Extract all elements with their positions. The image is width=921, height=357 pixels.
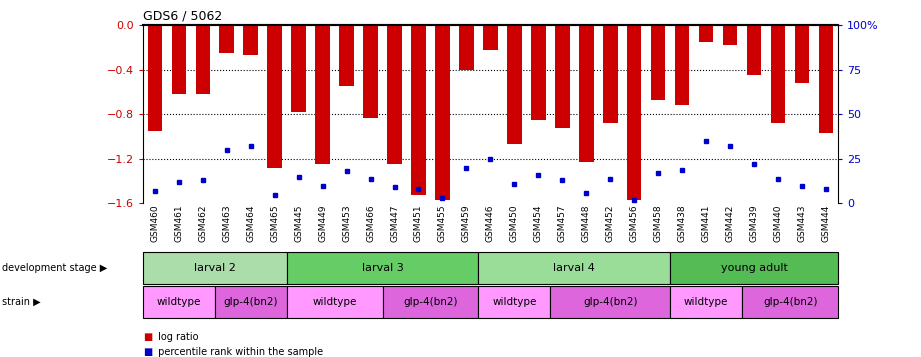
Text: GSM455: GSM455	[438, 205, 447, 242]
Text: glp-4(bn2): glp-4(bn2)	[583, 297, 637, 307]
Bar	[147, 25, 162, 131]
Bar	[478, 286, 551, 318]
Bar	[651, 25, 666, 100]
Bar	[215, 286, 286, 318]
Text: GSM443: GSM443	[798, 205, 807, 242]
Bar	[315, 25, 330, 165]
Bar	[412, 25, 426, 195]
Text: larval 3: larval 3	[362, 263, 403, 273]
Bar	[819, 25, 834, 133]
Bar	[484, 25, 497, 50]
Bar	[291, 25, 306, 112]
Bar	[286, 286, 382, 318]
Bar	[507, 25, 521, 144]
Bar	[771, 25, 786, 123]
Bar	[171, 25, 186, 94]
Bar	[460, 25, 473, 70]
Text: GSM445: GSM445	[294, 205, 303, 242]
Text: GSM452: GSM452	[606, 205, 615, 242]
Bar	[436, 25, 449, 200]
Text: GSM450: GSM450	[510, 205, 519, 242]
Text: GDS6 / 5062: GDS6 / 5062	[143, 9, 222, 22]
Bar	[243, 25, 258, 55]
Bar	[603, 25, 617, 123]
Text: GSM444: GSM444	[822, 205, 831, 242]
Bar	[670, 286, 742, 318]
Text: GSM446: GSM446	[486, 205, 495, 242]
Bar	[670, 252, 838, 284]
Text: GSM438: GSM438	[678, 205, 687, 242]
Bar	[742, 286, 838, 318]
Text: glp-4(bn2): glp-4(bn2)	[763, 297, 818, 307]
Bar	[364, 25, 378, 117]
Text: larval 4: larval 4	[554, 263, 595, 273]
Text: wildtype: wildtype	[157, 297, 201, 307]
Text: wildtype: wildtype	[492, 297, 537, 307]
Text: GSM453: GSM453	[342, 205, 351, 242]
Bar	[478, 252, 670, 284]
Text: glp-4(bn2): glp-4(bn2)	[403, 297, 458, 307]
Bar	[143, 252, 286, 284]
Text: strain ▶: strain ▶	[2, 297, 41, 307]
Bar	[795, 25, 810, 83]
Text: GSM466: GSM466	[366, 205, 375, 242]
Text: glp-4(bn2): glp-4(bn2)	[224, 297, 278, 307]
Text: GSM448: GSM448	[582, 205, 591, 242]
Text: GSM449: GSM449	[318, 205, 327, 242]
Text: GSM463: GSM463	[222, 205, 231, 242]
Text: GSM456: GSM456	[630, 205, 639, 242]
Text: GSM458: GSM458	[654, 205, 663, 242]
Text: GSM440: GSM440	[774, 205, 783, 242]
Bar	[219, 25, 234, 53]
Bar	[555, 25, 569, 128]
Text: development stage ▶: development stage ▶	[2, 263, 107, 273]
Text: GSM464: GSM464	[246, 205, 255, 242]
Text: GSM462: GSM462	[198, 205, 207, 242]
Text: larval 2: larval 2	[193, 263, 236, 273]
Bar	[286, 252, 478, 284]
Bar	[267, 25, 282, 168]
Bar	[747, 25, 762, 75]
Text: GSM459: GSM459	[462, 205, 471, 242]
Text: percentile rank within the sample: percentile rank within the sample	[155, 347, 323, 357]
Text: log ratio: log ratio	[155, 332, 198, 342]
Text: GSM441: GSM441	[702, 205, 711, 242]
Bar	[675, 25, 690, 105]
Text: GSM465: GSM465	[270, 205, 279, 242]
Text: GSM451: GSM451	[414, 205, 423, 242]
Text: wildtype: wildtype	[684, 297, 729, 307]
Bar	[143, 286, 215, 318]
Bar	[339, 25, 354, 86]
Text: ■: ■	[143, 332, 152, 342]
Bar	[627, 25, 642, 200]
Text: young adult: young adult	[721, 263, 787, 273]
Text: GSM457: GSM457	[558, 205, 566, 242]
Bar	[723, 25, 738, 45]
Bar	[195, 25, 210, 94]
Bar	[551, 286, 670, 318]
Text: ■: ■	[143, 347, 152, 357]
Text: wildtype: wildtype	[312, 297, 356, 307]
Text: GSM461: GSM461	[174, 205, 183, 242]
Text: GSM442: GSM442	[726, 205, 735, 242]
Bar	[531, 25, 545, 120]
Bar	[579, 25, 593, 162]
Bar	[388, 25, 402, 165]
Text: GSM447: GSM447	[390, 205, 399, 242]
Text: GSM439: GSM439	[750, 205, 759, 242]
Text: GSM460: GSM460	[150, 205, 159, 242]
Text: GSM454: GSM454	[534, 205, 542, 242]
Bar	[699, 25, 714, 42]
Bar	[382, 286, 478, 318]
